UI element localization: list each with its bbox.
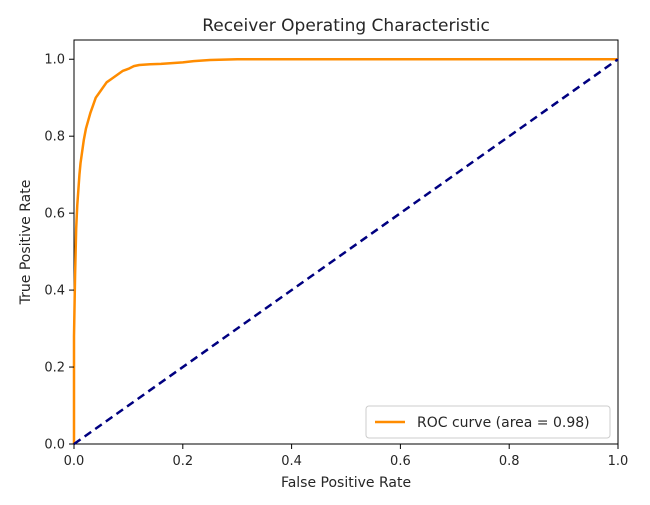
x-tick-label: 0.6 [390,454,411,469]
x-tick-label: 0.8 [499,454,520,469]
x-tick-label: 1.0 [608,454,629,469]
plot-area [72,39,619,446]
y-axis-ticks: 0.0 0.2 0.4 0.6 0.8 1.0 [44,53,74,453]
x-tick-label: 0.4 [281,454,302,469]
y-tick-label: 1.0 [44,53,65,68]
chart-title: Receiver Operating Characteristic [202,16,490,36]
legend-label-roc-curve: ROC curve (area = 0.98) [417,415,590,431]
roc-curve-line [72,57,618,444]
plot-frame [73,39,619,445]
legend: ROC curve (area = 0.98) [365,405,611,439]
chance-diagonal-line [73,58,619,446]
y-tick-label: 0.2 [44,361,65,376]
y-tick-label: 0.6 [44,207,65,222]
y-tick-label: 0.8 [44,130,65,145]
legend-frame [365,405,611,439]
x-axis-ticks: 0.0 0.2 0.4 0.6 0.8 1.0 [64,444,629,469]
y-tick-label: 0.4 [44,284,65,299]
x-tick-label: 0.2 [172,454,193,469]
y-tick-label: 0.0 [44,438,65,453]
series-layer [72,57,619,446]
y-axis-label: True Positive Rate [18,180,34,306]
x-tick-label: 0.0 [64,454,85,469]
x-axis-label: False Positive Rate [281,475,411,491]
